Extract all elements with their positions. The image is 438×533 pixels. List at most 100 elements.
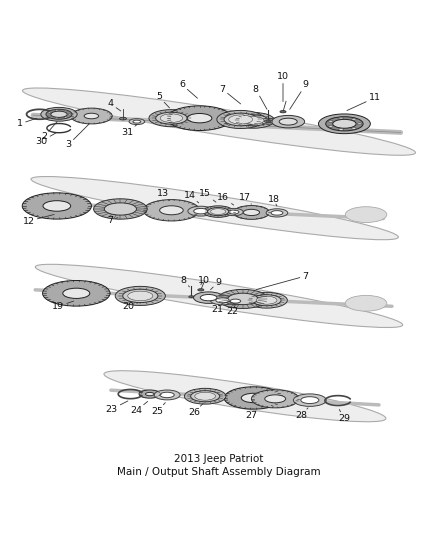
Ellipse shape [243, 209, 260, 215]
Text: 1: 1 [17, 118, 37, 128]
Ellipse shape [55, 110, 58, 111]
Ellipse shape [48, 112, 51, 113]
Ellipse shape [326, 117, 363, 131]
Ellipse shape [31, 176, 398, 240]
Ellipse shape [339, 128, 343, 130]
Ellipse shape [104, 371, 386, 422]
Ellipse shape [63, 288, 90, 298]
Text: 10: 10 [277, 72, 289, 102]
Text: 3: 3 [65, 124, 89, 149]
Ellipse shape [224, 387, 283, 409]
Text: 7: 7 [219, 85, 240, 104]
Ellipse shape [233, 206, 270, 220]
Text: 30: 30 [35, 133, 57, 146]
Ellipse shape [143, 199, 200, 221]
Ellipse shape [51, 111, 67, 117]
Text: 4: 4 [108, 99, 121, 111]
Text: 12: 12 [23, 214, 54, 225]
Ellipse shape [261, 118, 276, 124]
Ellipse shape [218, 289, 268, 309]
Ellipse shape [160, 114, 183, 123]
Ellipse shape [265, 395, 286, 403]
Ellipse shape [115, 286, 166, 305]
Ellipse shape [233, 112, 274, 128]
Text: 31: 31 [121, 125, 137, 137]
Ellipse shape [155, 112, 187, 124]
Ellipse shape [352, 118, 356, 120]
Ellipse shape [211, 209, 226, 214]
Ellipse shape [216, 298, 229, 303]
Text: 8: 8 [180, 276, 190, 287]
Ellipse shape [210, 296, 235, 305]
Text: 18: 18 [268, 195, 279, 206]
Ellipse shape [104, 203, 137, 215]
Text: 2: 2 [41, 122, 57, 141]
Text: 11: 11 [347, 93, 381, 110]
Ellipse shape [345, 295, 387, 311]
Text: 16: 16 [217, 193, 234, 205]
Ellipse shape [123, 289, 158, 303]
Ellipse shape [159, 206, 183, 215]
Ellipse shape [265, 120, 272, 123]
Text: 17: 17 [239, 193, 251, 204]
Ellipse shape [129, 119, 145, 125]
Text: 9: 9 [290, 80, 308, 109]
Ellipse shape [279, 118, 297, 125]
Ellipse shape [194, 208, 208, 214]
Ellipse shape [228, 293, 258, 305]
Ellipse shape [55, 118, 58, 119]
Ellipse shape [339, 117, 343, 119]
Text: 5: 5 [156, 93, 170, 108]
Ellipse shape [271, 211, 283, 215]
Ellipse shape [184, 389, 226, 404]
Ellipse shape [64, 110, 67, 112]
Ellipse shape [133, 120, 141, 123]
Text: 23: 23 [106, 401, 128, 414]
Ellipse shape [128, 291, 153, 301]
Ellipse shape [64, 117, 67, 118]
Ellipse shape [160, 392, 174, 398]
Ellipse shape [301, 397, 319, 403]
Ellipse shape [120, 117, 127, 120]
Ellipse shape [71, 108, 112, 124]
Text: 10: 10 [198, 276, 210, 285]
Ellipse shape [243, 116, 264, 124]
Text: 22: 22 [226, 304, 238, 316]
Ellipse shape [84, 113, 99, 119]
Ellipse shape [217, 110, 265, 128]
Ellipse shape [48, 116, 51, 117]
Ellipse shape [139, 390, 161, 398]
Ellipse shape [43, 201, 71, 211]
Ellipse shape [46, 109, 72, 119]
Ellipse shape [191, 391, 220, 402]
Ellipse shape [246, 292, 287, 308]
Ellipse shape [42, 280, 110, 306]
Text: 7: 7 [256, 271, 308, 289]
Ellipse shape [68, 114, 71, 115]
Text: 6: 6 [179, 80, 198, 98]
Text: 21: 21 [211, 304, 223, 314]
Ellipse shape [94, 199, 147, 219]
Ellipse shape [352, 127, 356, 129]
Ellipse shape [208, 207, 229, 216]
Ellipse shape [252, 295, 281, 306]
Ellipse shape [203, 206, 233, 217]
Ellipse shape [280, 110, 286, 113]
Ellipse shape [188, 206, 214, 216]
Text: 20: 20 [122, 302, 138, 311]
Ellipse shape [229, 210, 239, 214]
Text: 15: 15 [199, 189, 216, 202]
Ellipse shape [35, 264, 403, 327]
Ellipse shape [328, 120, 333, 122]
Text: 9: 9 [211, 278, 221, 289]
Text: 24: 24 [130, 401, 148, 415]
Ellipse shape [272, 115, 304, 128]
Ellipse shape [145, 392, 154, 395]
Ellipse shape [224, 113, 257, 126]
Ellipse shape [251, 390, 299, 408]
Ellipse shape [256, 296, 277, 304]
Ellipse shape [357, 123, 362, 125]
Ellipse shape [154, 390, 180, 400]
Ellipse shape [200, 294, 217, 301]
Text: 19: 19 [52, 301, 74, 311]
